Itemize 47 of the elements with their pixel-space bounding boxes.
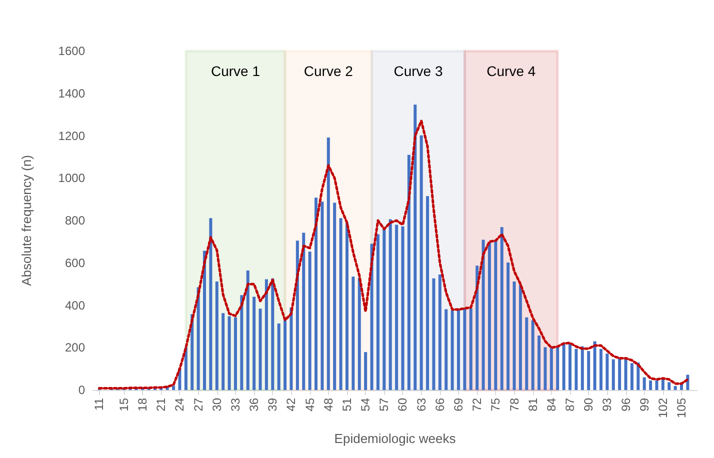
x-tick-label: 87: [563, 398, 578, 412]
x-tick-label: 33: [228, 398, 242, 412]
x-tick-label: 18: [136, 398, 150, 412]
x-tick-label: 21: [154, 398, 168, 412]
x-tick-label: 66: [432, 398, 447, 412]
y-tick-label: 400: [64, 298, 86, 312]
x-tick-label: 51: [340, 398, 354, 412]
x-tick-label: 30: [210, 398, 224, 412]
x-tick-label: 60: [396, 398, 410, 412]
y-tick-label: 1600: [58, 44, 86, 58]
band-label: Curve 3: [394, 62, 443, 79]
x-tick-label: 45: [302, 398, 317, 412]
x-tick-label: 72: [470, 398, 484, 412]
y-tick-label: 1400: [58, 86, 86, 100]
x-tick-label: 54: [358, 398, 373, 412]
x-tick-label: 105: [674, 398, 689, 418]
x-tick-label: 36: [247, 398, 262, 412]
y-tick-label: 200: [64, 340, 86, 355]
y-tick-label: 800: [64, 214, 86, 228]
x-tick-label: 75: [488, 398, 503, 412]
x-tick-label: 78: [507, 398, 522, 412]
y-tick-label: 1200: [58, 128, 86, 143]
x-tick-label: 27: [191, 398, 206, 412]
x-tick-label: 24: [172, 398, 187, 412]
y-tick-label: 0: [78, 383, 86, 397]
x-tick-label: 42: [284, 398, 298, 412]
x-tick-label: 63: [414, 398, 428, 412]
x-tick-label: 11: [92, 398, 106, 410]
x-tick-label: 84: [544, 398, 558, 412]
band-label: Curve 1: [210, 62, 260, 79]
y-tick-label: 600: [64, 256, 86, 270]
x-tick-label: 102: [656, 398, 670, 418]
x-tick-label: 69: [451, 398, 466, 412]
band-label: Curve 2: [304, 62, 354, 79]
x-tick-label: 81: [526, 398, 540, 412]
x-tick-label: 39: [266, 398, 280, 412]
x-tick-label: 93: [600, 398, 614, 412]
x-tick-label: 48: [321, 398, 336, 412]
x-tick-label: 57: [377, 398, 392, 412]
x-tick-label: 96: [618, 398, 633, 412]
x-tick-label: 90: [582, 398, 596, 412]
y-tick-label: 1000: [58, 171, 86, 186]
band-label: Curve 4: [486, 62, 536, 79]
x-tick-label: 99: [637, 398, 652, 412]
x-axis-title: Epidemiologic weeks: [334, 431, 456, 446]
x-tick-label: 15: [116, 398, 131, 412]
y-axis-title: Absolute frequency (n): [19, 155, 34, 286]
